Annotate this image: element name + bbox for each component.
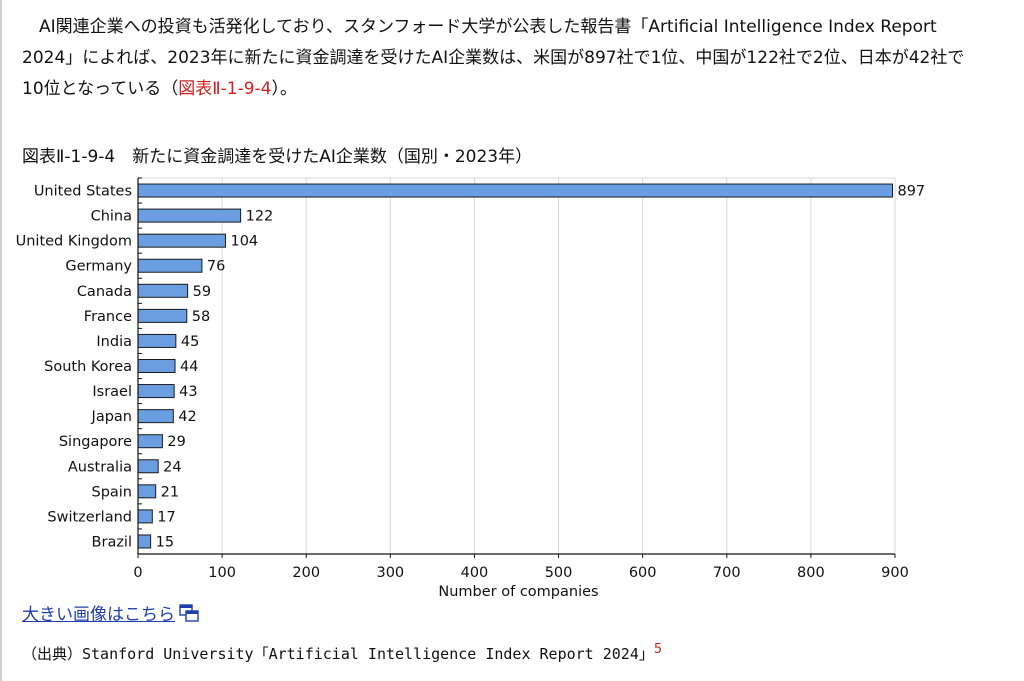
bar bbox=[137, 434, 163, 449]
category-label: Singapore bbox=[59, 434, 132, 450]
bar bbox=[137, 208, 242, 223]
category-label: South Korea bbox=[44, 359, 132, 375]
category-label: China bbox=[91, 209, 132, 225]
bar bbox=[137, 459, 159, 474]
source-text: （出典）Stanford University「Artificial Intel… bbox=[22, 645, 654, 663]
bar bbox=[137, 384, 175, 399]
x-axis-label: Number of companies bbox=[438, 584, 598, 600]
bar bbox=[137, 484, 157, 499]
bar bbox=[137, 534, 152, 549]
category-label: Switzerland bbox=[47, 509, 132, 525]
figure-title: 図表Ⅱ-1-9-4 新たに資金調達を受けたAI企業数（国別・2023年） bbox=[22, 147, 533, 167]
data-label: 24 bbox=[163, 459, 181, 475]
paragraph-text-end: ）。 bbox=[271, 79, 298, 99]
data-label: 58 bbox=[192, 309, 210, 325]
data-label: 15 bbox=[156, 534, 174, 550]
data-label: 17 bbox=[157, 509, 175, 525]
data-label: 43 bbox=[179, 384, 197, 400]
category-label: Israel bbox=[92, 384, 132, 400]
footnote-marker[interactable]: 5 bbox=[653, 642, 663, 657]
data-label: 42 bbox=[178, 409, 196, 425]
paragraph-text: AI関連企業への投資も活発化しており、スタンフォード大学が公表した報告書「Art… bbox=[22, 17, 965, 99]
data-label: 44 bbox=[180, 359, 198, 375]
data-label: 45 bbox=[181, 334, 199, 350]
source-citation: （出典）Stanford University「Artificial Intel… bbox=[22, 642, 662, 664]
category-label: Japan bbox=[91, 409, 132, 425]
body-paragraph: AI関連企業への投資も活発化しており、スタンフォード大学が公表した報告書「Art… bbox=[22, 12, 982, 105]
x-tick-label: 0 bbox=[133, 565, 142, 581]
category-label: France bbox=[84, 309, 132, 325]
data-label: 21 bbox=[161, 484, 179, 500]
left-border bbox=[0, 0, 2, 681]
bar bbox=[137, 258, 203, 273]
data-label: 76 bbox=[207, 259, 225, 275]
x-tick-label: 700 bbox=[713, 565, 741, 581]
x-tick-label: 400 bbox=[461, 565, 489, 581]
bar bbox=[137, 283, 189, 298]
bar bbox=[137, 308, 188, 323]
bar-chart: United States 897 China 122 United Kingdom 10… bbox=[16, 177, 925, 600]
bar bbox=[137, 409, 174, 424]
category-label: Brazil bbox=[92, 534, 132, 550]
data-label: 104 bbox=[230, 234, 258, 250]
category-label: India bbox=[96, 334, 132, 350]
x-tick-label: 500 bbox=[545, 565, 573, 581]
bar bbox=[137, 183, 893, 198]
x-tick-label: 800 bbox=[797, 565, 825, 581]
category-label: United Kingdom bbox=[16, 234, 132, 250]
bar bbox=[137, 509, 153, 524]
x-tick-label: 200 bbox=[292, 565, 320, 581]
bar bbox=[137, 333, 177, 348]
x-tick-label: 300 bbox=[376, 565, 404, 581]
data-label: 122 bbox=[246, 209, 274, 225]
category-label: Canada bbox=[77, 284, 132, 300]
large-image-link-text[interactable]: 大きい画像はこちら bbox=[22, 605, 175, 625]
popup-window-icon[interactable] bbox=[179, 603, 199, 622]
category-label: Germany bbox=[65, 259, 132, 275]
large-image-link[interactable]: 大きい画像はこちら bbox=[22, 600, 199, 625]
category-label: Spain bbox=[91, 484, 132, 500]
data-label: 897 bbox=[897, 184, 925, 200]
figure-reference-link[interactable]: 図表Ⅱ-1-9-4 bbox=[178, 79, 272, 99]
x-tick-label: 600 bbox=[629, 565, 657, 581]
x-tick-label: 900 bbox=[881, 565, 909, 581]
x-tick-label: 100 bbox=[208, 565, 236, 581]
data-label: 59 bbox=[193, 284, 211, 300]
bar bbox=[137, 233, 226, 248]
category-label: Australia bbox=[68, 459, 132, 475]
bar bbox=[137, 359, 176, 373]
data-label: 29 bbox=[167, 434, 185, 450]
category-label: United States bbox=[34, 184, 132, 200]
